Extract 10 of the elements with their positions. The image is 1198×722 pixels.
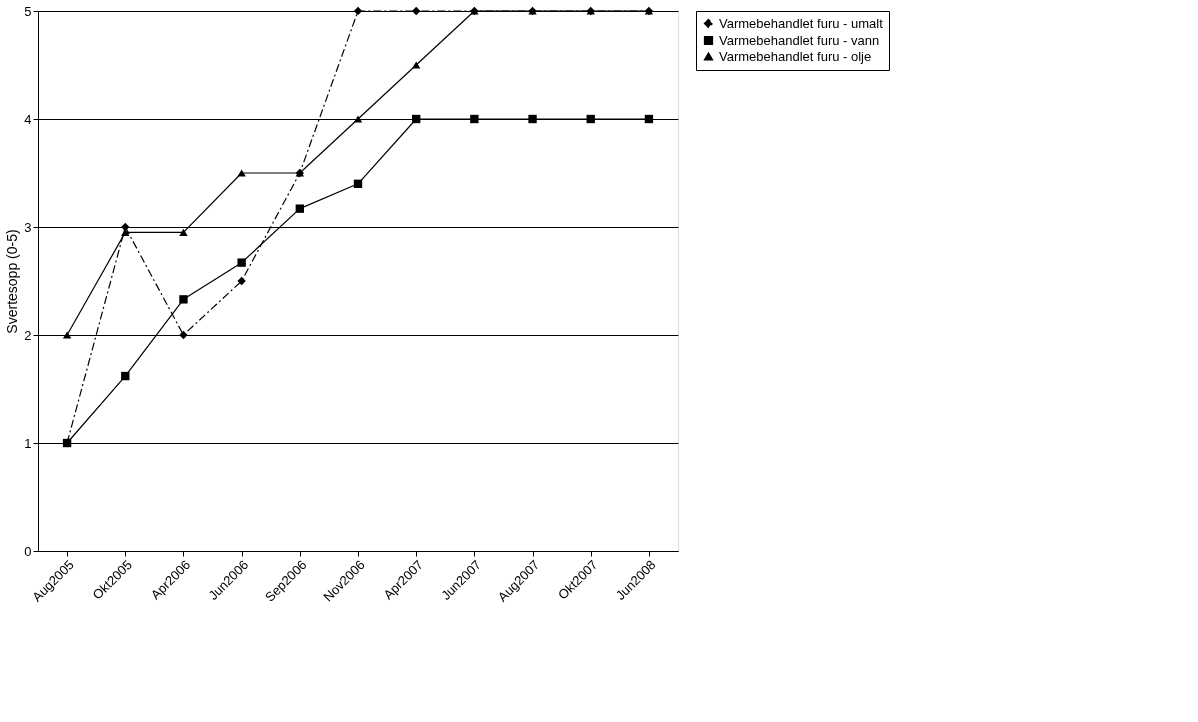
y-tick-label: 5 (24, 3, 32, 19)
y-tick-label: 3 (24, 219, 32, 235)
y-tick-label: 2 (24, 327, 32, 343)
y-axis-title: Svertesopp (0-5) (4, 229, 21, 334)
legend-label: Varmebehandlet furu - umalt (719, 15, 884, 31)
y-tick-label: 0 (24, 543, 32, 559)
y-tick-label: 1 (24, 435, 32, 451)
legend-label: Varmebehandlet furu - olje (719, 48, 872, 64)
y-tick-label: 4 (24, 111, 32, 127)
legend-label: Varmebehandlet furu - vann (719, 32, 880, 48)
